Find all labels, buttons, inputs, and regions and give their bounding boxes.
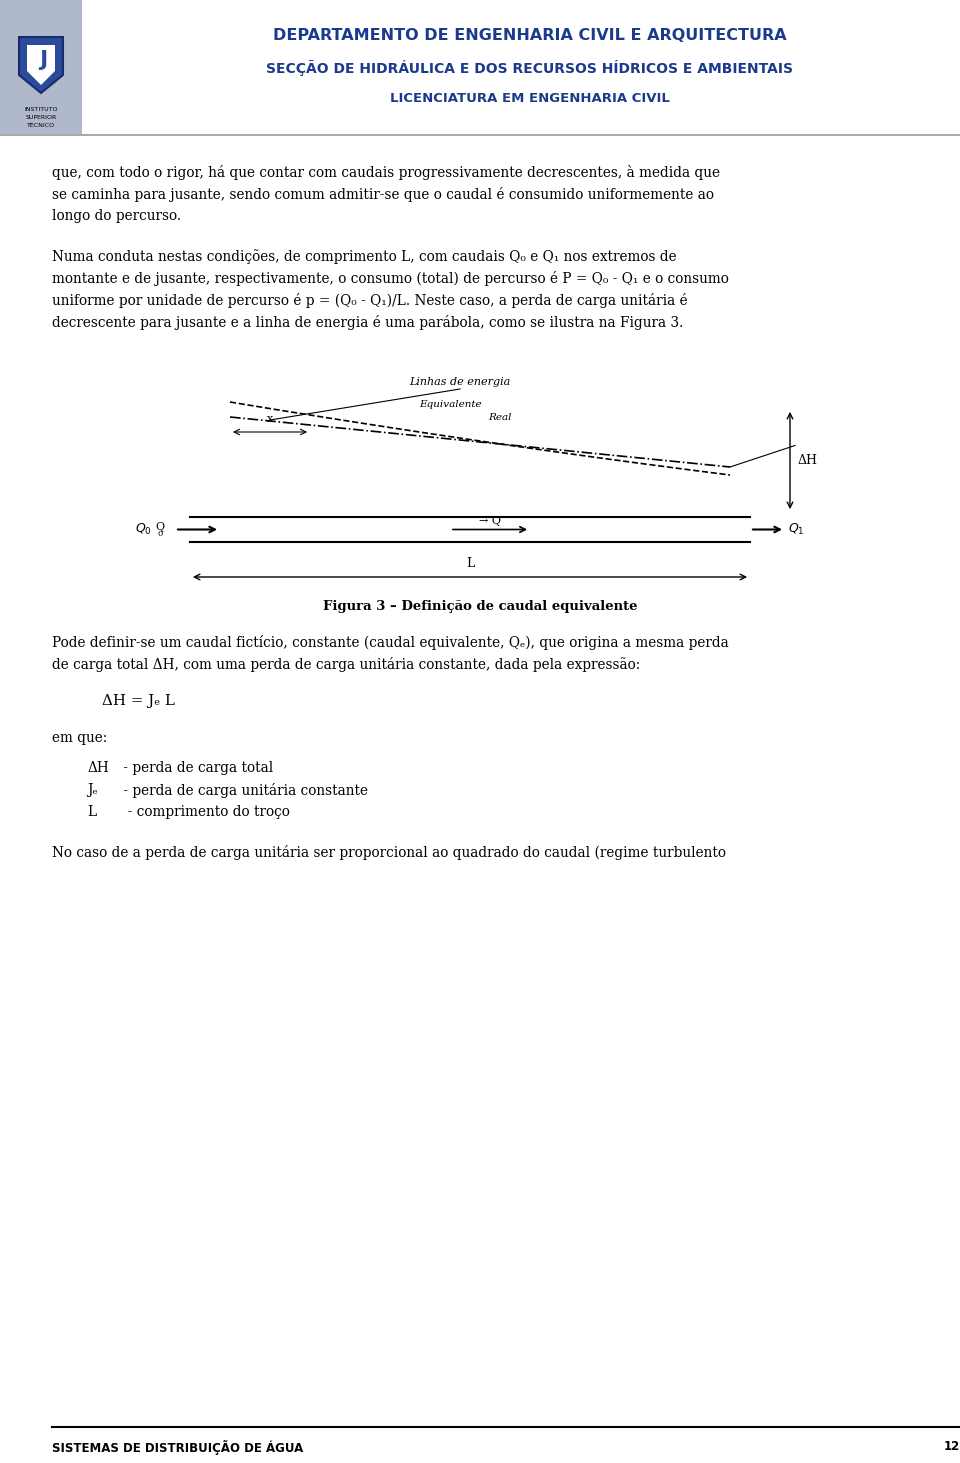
Text: se caminha para jusante, sendo comum admitir-se que o caudal é consumido uniform: se caminha para jusante, sendo comum adm… (52, 187, 714, 202)
Text: ΔH: ΔH (87, 761, 108, 775)
Text: SISTEMAS DE DISTRIBUIÇÃO DE ÁGUA: SISTEMAS DE DISTRIBUIÇÃO DE ÁGUA (52, 1440, 303, 1456)
Text: Figura 3 – Definição de caudal equivalente: Figura 3 – Definição de caudal equivalen… (323, 600, 637, 613)
Text: L: L (87, 805, 96, 819)
Text: Linhas de energia: Linhas de energia (409, 377, 511, 388)
Text: montante e de jusante, respectivamente, o consumo (total) de percurso é P = Q₀ -: montante e de jusante, respectivamente, … (52, 271, 729, 285)
Text: Q: Q (156, 522, 165, 533)
Text: uniforme por unidade de percurso é p = (Q₀ - Q₁)/L. Neste caso, a perda de carga: uniforme por unidade de percurso é p = (… (52, 293, 687, 309)
Text: SECÇÃO DE HIDRÁULICA E DOS RECURSOS HÍDRICOS E AMBIENTAIS: SECÇÃO DE HIDRÁULICA E DOS RECURSOS HÍDR… (267, 60, 794, 76)
Text: Equivalente: Equivalente (419, 399, 481, 410)
Text: $Q_0$: $Q_0$ (135, 522, 152, 537)
Text: → Q: → Q (479, 516, 501, 527)
Text: L: L (466, 557, 474, 571)
Text: $Q_1$: $Q_1$ (788, 522, 804, 537)
Text: ΔH = Jₑ L: ΔH = Jₑ L (102, 693, 175, 708)
Polygon shape (27, 45, 55, 85)
Text: de carga total ΔH, com uma perda de carga unitária constante, dada pela expressã: de carga total ΔH, com uma perda de carg… (52, 657, 640, 672)
Text: Pode definir-se um caudal fictício, constante (caudal equivalente, Qₑ), que orig: Pode definir-se um caudal fictício, cons… (52, 635, 729, 650)
Text: LICENCIATURA EM ENGENHARIA CIVIL: LICENCIATURA EM ENGENHARIA CIVIL (390, 92, 670, 105)
Text: Jₑ: Jₑ (87, 783, 98, 797)
Bar (0, 0, 82, 135)
Text: 12: 12 (944, 1440, 960, 1453)
Polygon shape (19, 37, 63, 94)
Text: Real: Real (489, 413, 512, 421)
Text: longo do percurso.: longo do percurso. (52, 209, 181, 222)
Text: - comprimento do troço: - comprimento do troço (119, 805, 290, 819)
Text: Numa conduta nestas condições, de comprimento L, com caudais Q₀ e Q₁ nos extremo: Numa conduta nestas condições, de compri… (52, 249, 677, 263)
Text: TÉCNICO: TÉCNICO (27, 123, 55, 129)
Text: decrescente para jusante e a linha de energia é uma parábola, como se ilustra na: decrescente para jusante e a linha de en… (52, 315, 684, 331)
Text: em que:: em que: (52, 732, 108, 745)
Text: - perda de carga total: - perda de carga total (119, 761, 274, 775)
Text: x: x (267, 414, 274, 424)
Text: que, com todo o rigor, há que contar com caudais progressivamente decrescentes, : que, com todo o rigor, há que contar com… (52, 165, 720, 180)
Text: INSTITUTO: INSTITUTO (24, 107, 58, 113)
Text: SUPERIOR: SUPERIOR (25, 116, 57, 120)
Text: DEPARTAMENTO DE ENGENHARIA CIVIL E ARQUITECTURA: DEPARTAMENTO DE ENGENHARIA CIVIL E ARQUI… (274, 28, 787, 42)
Text: ΔH: ΔH (798, 454, 818, 467)
Text: 0: 0 (157, 531, 163, 538)
Text: J: J (38, 50, 47, 70)
Text: - perda de carga unitária constante: - perda de carga unitária constante (119, 783, 368, 797)
Text: No caso de a perda de carga unitária ser proporcional ao quadrado do caudal (reg: No caso de a perda de carga unitária ser… (52, 846, 726, 860)
